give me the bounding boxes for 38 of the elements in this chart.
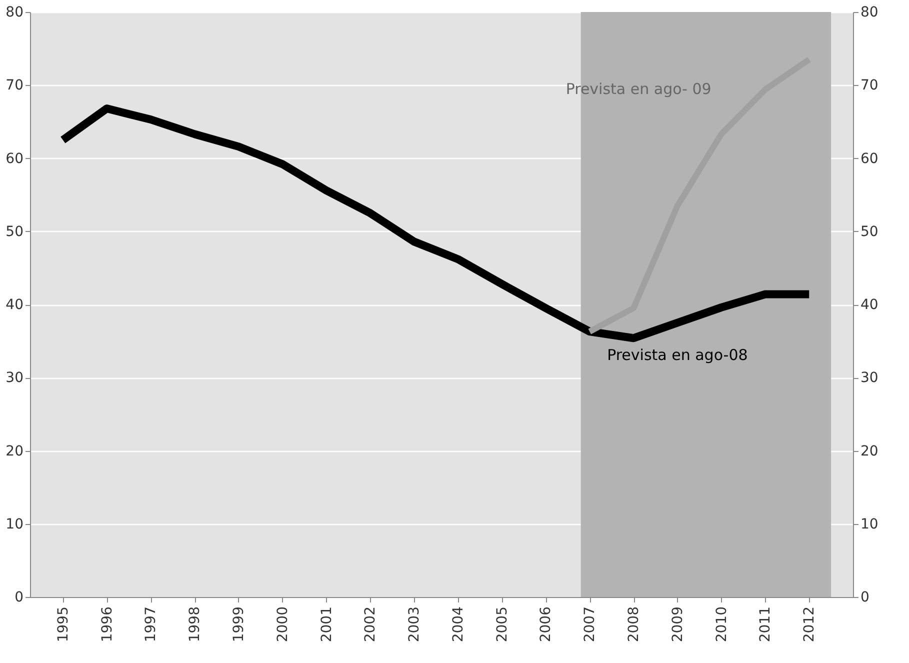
text: Prevista en ago- 09: [566, 80, 712, 98]
y-tick-label: 50: [6, 224, 24, 240]
y2-tick-label: 60: [860, 150, 878, 167]
x-tick-label: 1998: [187, 606, 204, 642]
x-tick-label: 2008: [626, 606, 642, 642]
series-label: Prevista en ago-08: [607, 346, 748, 364]
x-tick-label: 2002: [362, 606, 379, 642]
y-tick-label: 0: [14, 590, 24, 606]
y-tick-label: 30: [6, 370, 24, 386]
y-tick-label: 20: [6, 443, 24, 460]
y-tick-label: 70: [6, 78, 24, 94]
y2-tick-label: 10: [860, 516, 878, 532]
x-tick-label: 2006: [538, 606, 554, 642]
x-tick-label: 2001: [318, 606, 335, 642]
x-tick-label: 2010: [714, 606, 730, 642]
y2-tick-label: 0: [860, 590, 870, 606]
x-tick-label: 1999: [230, 606, 247, 642]
y2-tick-label: 70: [860, 78, 878, 94]
y2-tick-label: 20: [860, 443, 878, 460]
y-tick-label: 60: [6, 150, 24, 167]
y2-tick-label: 80: [860, 4, 878, 20]
x-tick-label: 2004: [450, 606, 466, 642]
y-tick-label: 80: [6, 4, 24, 20]
x-tick-label: 2003: [406, 606, 423, 642]
x-tick-label: 1996: [99, 606, 116, 642]
x-tick-label: 1997: [143, 606, 160, 642]
x-tick-label: 1995: [55, 606, 72, 642]
y2-tick-label: 30: [860, 370, 878, 386]
x-tick-label: 2005: [494, 606, 510, 642]
y-tick-label: 10: [6, 516, 24, 532]
x-tick-label: 2012: [802, 606, 818, 642]
x-tick-label: 2000: [274, 606, 291, 642]
x-tick-label: 2011: [758, 606, 774, 642]
y2-tick-label: 50: [860, 224, 878, 240]
x-tick-label: 2007: [582, 606, 598, 642]
y-tick-label: 40: [6, 297, 24, 313]
x-tick-label: 2009: [670, 606, 686, 642]
y2-tick-label: 40: [860, 297, 878, 313]
